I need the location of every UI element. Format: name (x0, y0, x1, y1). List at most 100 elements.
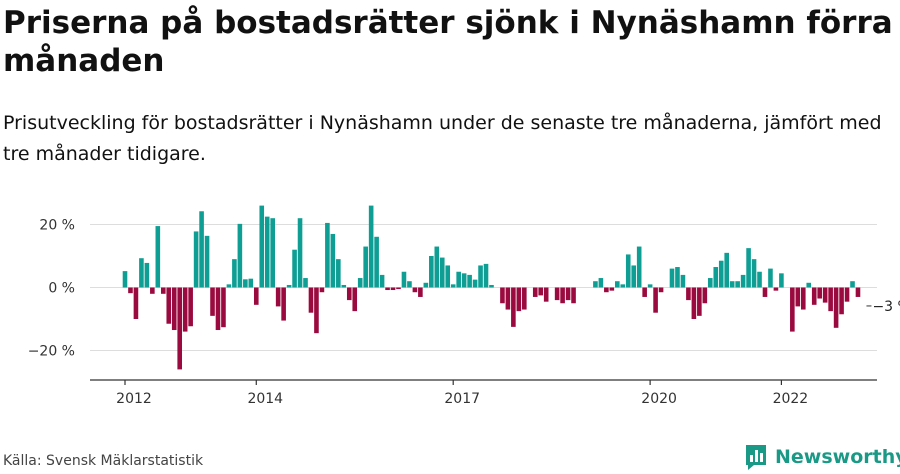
bar (390, 287, 396, 291)
bar (243, 279, 248, 288)
bar (680, 274, 686, 288)
bar (467, 274, 472, 288)
bar (511, 287, 516, 327)
bar (368, 205, 374, 288)
bar (768, 268, 773, 288)
bar (314, 287, 319, 334)
bar (275, 287, 281, 307)
bar (697, 287, 702, 316)
bar (653, 287, 658, 313)
bar (215, 287, 221, 331)
bar (346, 287, 352, 301)
bar (686, 287, 691, 301)
bar (232, 259, 237, 288)
bar (385, 287, 390, 291)
bar (352, 287, 358, 312)
bar (817, 287, 822, 299)
bar (631, 265, 637, 288)
bar (604, 287, 609, 293)
bar (341, 284, 347, 288)
bar (500, 287, 505, 304)
newsworthy-logo-icon (746, 445, 766, 470)
bar (330, 233, 336, 288)
bar (713, 267, 719, 288)
bar (636, 246, 642, 288)
bar (565, 287, 571, 301)
bar (166, 287, 172, 324)
bar (707, 278, 713, 288)
x-tick-label: 2020 (641, 391, 677, 407)
bar (795, 287, 801, 307)
bar (396, 287, 401, 290)
bar (532, 287, 538, 297)
bar (303, 278, 308, 288)
bar (171, 287, 177, 331)
bar (560, 287, 565, 304)
bar (811, 287, 817, 305)
bar (259, 205, 265, 288)
bar (264, 216, 270, 288)
bar (598, 278, 604, 288)
bar (844, 287, 850, 302)
bar (790, 287, 795, 332)
bar (418, 287, 423, 297)
bar (412, 287, 418, 293)
bar (822, 287, 828, 303)
bar (702, 287, 708, 304)
x-tick-label: 2012 (116, 391, 152, 407)
bar (325, 222, 330, 288)
bar (374, 236, 379, 288)
bar (237, 223, 243, 288)
y-tick-label: 0 % (48, 281, 75, 297)
bar (297, 218, 303, 288)
bar (855, 287, 861, 297)
bar (193, 231, 199, 288)
bar (188, 287, 193, 327)
bar (724, 252, 729, 288)
bar (839, 287, 844, 315)
bar (133, 287, 139, 319)
bar (735, 281, 740, 288)
bar (751, 259, 757, 288)
bar (609, 287, 615, 291)
bar (647, 284, 653, 288)
bar (729, 281, 735, 288)
bar (363, 246, 368, 288)
bar (850, 281, 855, 288)
bar (538, 287, 544, 296)
bar (401, 271, 407, 288)
bar (139, 258, 144, 288)
bar (489, 284, 494, 288)
source-note: Källa: Svensk Mäklarstatistik (3, 453, 204, 469)
y-tick-label: −20 % (28, 344, 75, 360)
bar (423, 282, 429, 288)
bar (593, 281, 598, 288)
chart-title: Priserna på bostadsrätter sjönk i Nynäsh… (3, 5, 893, 79)
bar (177, 287, 182, 370)
bar (150, 287, 155, 294)
bar (691, 287, 697, 319)
bar (522, 287, 527, 310)
bar (221, 287, 226, 328)
bar (779, 273, 784, 288)
brand-name: Newsworthy (775, 446, 900, 468)
bar (248, 278, 254, 288)
bar (675, 267, 680, 288)
x-tick-label: 2022 (773, 391, 809, 407)
bar (445, 265, 451, 288)
bar (160, 287, 166, 294)
bar (625, 254, 631, 288)
bar (483, 263, 489, 288)
x-tick-label: 2017 (444, 391, 480, 407)
bar (204, 235, 210, 288)
bar (281, 287, 286, 321)
bar (669, 268, 675, 288)
x-tick-label: 2014 (247, 391, 283, 407)
bar (308, 287, 314, 313)
annotation-label: −3 % (872, 299, 900, 315)
bar (429, 256, 434, 288)
bar (828, 287, 833, 312)
bar (833, 287, 839, 328)
bar (554, 287, 560, 301)
bar (571, 287, 576, 304)
